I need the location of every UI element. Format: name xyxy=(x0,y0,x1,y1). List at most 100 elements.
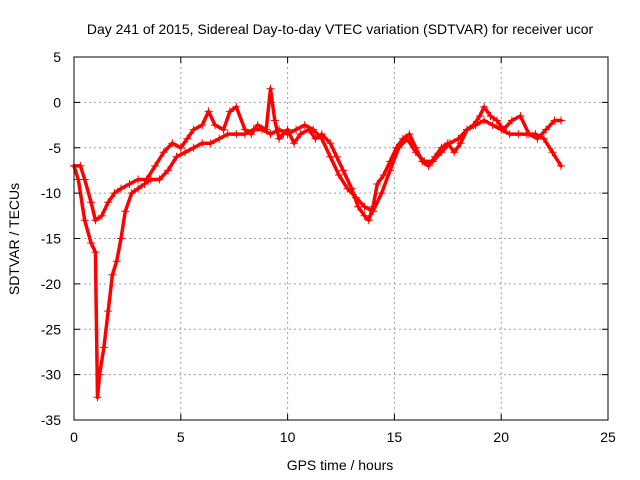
data-point-marker xyxy=(121,207,130,216)
y-tick-label: 5 xyxy=(53,49,61,65)
x-axis-label: GPS time / hours xyxy=(287,457,394,473)
data-point-marker xyxy=(181,148,190,157)
data-point-marker xyxy=(424,161,433,170)
data-point-marker xyxy=(514,130,523,139)
data-point-marker xyxy=(275,134,284,143)
y-axis-label: SDTVAR / TECUs xyxy=(6,183,22,295)
data-point-marker xyxy=(290,139,298,148)
data-point-marker xyxy=(369,207,377,216)
data-point-marker xyxy=(296,130,305,139)
data-point-marker xyxy=(539,134,548,143)
data-point-marker xyxy=(198,139,207,148)
data-point-marker xyxy=(403,134,412,143)
data-point-marker xyxy=(309,125,318,134)
data-point-marker xyxy=(364,216,373,225)
data-point-marker xyxy=(428,157,437,166)
data-point-marker xyxy=(488,121,497,130)
data-point-marker xyxy=(223,130,232,139)
y-tick-label: 0 xyxy=(53,94,61,110)
data-point-marker xyxy=(127,189,136,198)
data-point-marker xyxy=(266,84,275,93)
data-point-marker xyxy=(507,116,516,125)
chart-title: Day 241 of 2015, Sidereal Day-to-day VTE… xyxy=(87,21,594,37)
data-point-marker xyxy=(189,143,198,152)
data-point-marker xyxy=(522,130,531,139)
data-point-marker xyxy=(87,198,96,207)
data-point-marker xyxy=(74,175,83,184)
data-point-marker xyxy=(117,234,125,243)
y-tick-label: -20 xyxy=(41,276,61,292)
data-point-marker xyxy=(456,139,465,148)
data-point-marker xyxy=(225,107,234,116)
data-point-marker xyxy=(253,121,262,130)
x-tick-label: 5 xyxy=(177,429,185,445)
data-point-marker xyxy=(258,125,266,134)
data-point-marker xyxy=(394,143,403,152)
data-point-marker xyxy=(497,125,506,134)
data-point-marker xyxy=(204,107,213,116)
data-point-marker xyxy=(317,134,326,143)
y-tick-label: -30 xyxy=(41,367,61,383)
data-point-marker xyxy=(176,143,185,152)
data-point-marker xyxy=(548,148,557,157)
data-point-marker xyxy=(377,189,386,198)
data-point-marker xyxy=(486,112,495,120)
data-point-marker xyxy=(339,166,348,175)
data-point-marker xyxy=(117,184,125,193)
data-point-marker xyxy=(146,175,155,184)
data-point-marker xyxy=(97,211,106,220)
data-point-marker xyxy=(249,125,258,134)
data-point-marker xyxy=(168,139,177,148)
data-point-marker xyxy=(80,216,89,225)
data-point-marker xyxy=(91,216,100,225)
data-point-marker xyxy=(91,248,100,257)
data-point-marker xyxy=(95,370,104,379)
data-point-marker xyxy=(232,102,241,111)
data-point-marker xyxy=(450,148,459,157)
data-point-marker xyxy=(379,171,388,179)
data-point-marker xyxy=(93,393,102,402)
data-point-marker xyxy=(159,148,168,157)
data-point-marker xyxy=(215,134,224,143)
data-point-marker xyxy=(292,125,301,134)
data-point-marker xyxy=(232,130,241,139)
data-point-marker xyxy=(542,125,551,134)
data-point-marker xyxy=(445,139,454,148)
data-point-marker xyxy=(112,257,121,266)
y-tick-label: -10 xyxy=(41,185,61,201)
data-point-marker xyxy=(104,198,113,207)
data-point-marker xyxy=(110,189,119,198)
data-point-marker xyxy=(266,130,275,139)
y-tick-label: -35 xyxy=(41,412,61,428)
data-point-marker xyxy=(211,121,219,130)
data-point-marker xyxy=(557,161,565,170)
data-point-marker xyxy=(164,166,172,175)
data-point-marker xyxy=(463,125,471,134)
data-point-marker xyxy=(240,130,249,139)
data-point-marker xyxy=(334,171,343,179)
data-point-marker xyxy=(99,343,108,352)
data-point-marker xyxy=(505,130,514,139)
data-point-marker xyxy=(300,121,309,130)
data-point-marker xyxy=(275,125,284,134)
data-point-marker xyxy=(420,157,429,166)
axis-ticks: 0 5 10 15 20 25 -35 -30 -25 -20 -15 -10 -5 0 5 xyxy=(41,49,616,445)
data-point-marker xyxy=(283,130,292,139)
data-point-marker xyxy=(360,211,369,220)
data-point-marker xyxy=(516,112,525,120)
data-point-marker xyxy=(134,184,143,193)
x-tick-label: 10 xyxy=(280,429,296,445)
data-point-marker xyxy=(134,175,143,184)
data-point-marker xyxy=(270,116,279,125)
data-point-marker xyxy=(405,130,414,139)
data-point-marker xyxy=(373,180,382,188)
x-tick-label: 25 xyxy=(600,429,616,445)
data-point-marker xyxy=(480,116,489,125)
data-point-marker xyxy=(198,121,207,130)
x-tick-label: 0 xyxy=(70,429,78,445)
data-point-marker xyxy=(125,180,134,188)
data-point-marker xyxy=(219,125,228,134)
data-point-marker xyxy=(206,139,215,148)
